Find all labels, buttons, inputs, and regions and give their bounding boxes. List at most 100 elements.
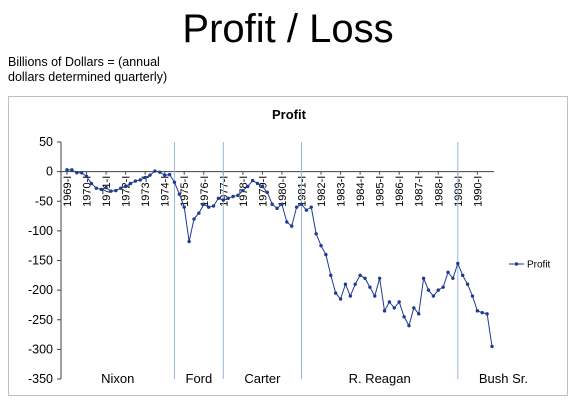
data-point: [172, 180, 177, 184]
data-point: [206, 205, 211, 209]
x-tick-label: 1990-I: [472, 176, 484, 207]
data-point: [231, 194, 235, 199]
data-point: [309, 205, 313, 209]
x-tick-label: 1973-I: [140, 176, 152, 207]
data-point: [94, 186, 99, 190]
subtitle-line-2: dollars determined quarterly): [8, 70, 168, 84]
data-point: [299, 202, 304, 206]
data-point: [109, 189, 113, 193]
data-point: [294, 205, 299, 209]
data-point: [329, 273, 333, 278]
data-point: [65, 168, 69, 172]
data-point: [446, 270, 450, 275]
data-point: [99, 187, 103, 192]
x-tick-label: 1977-I: [218, 176, 230, 207]
data-point: [456, 261, 460, 266]
legend-marker: [514, 262, 519, 266]
data-point: [460, 273, 465, 278]
data-point: [270, 202, 274, 206]
chart-subtitle: Billions of Dollars = (annual dollars de…: [8, 55, 208, 85]
x-tick-label: 1986-I: [394, 176, 406, 207]
data-point: [490, 344, 494, 349]
data-point: [246, 184, 250, 189]
data-point: [280, 202, 284, 206]
data-point: [373, 294, 377, 298]
data-point: [221, 198, 226, 202]
data-point: [123, 184, 128, 189]
data-point: [119, 186, 123, 190]
subtitle-line-1: Billions of Dollars = (annual: [8, 55, 160, 69]
president-label: Nixon: [101, 371, 134, 386]
y-tick-label: -200: [28, 283, 53, 297]
data-point: [226, 196, 230, 200]
data-point: [265, 190, 269, 195]
data-point: [436, 288, 440, 292]
data-point: [133, 179, 138, 183]
data-point: [255, 181, 260, 186]
data-point: [324, 252, 328, 257]
data-point: [465, 282, 470, 286]
data-point: [187, 239, 191, 244]
data-point: [451, 276, 455, 280]
data-point: [241, 188, 245, 193]
y-tick-label: -50: [35, 194, 53, 208]
data-point: [348, 294, 353, 298]
data-point: [353, 282, 357, 286]
data-point: [79, 171, 84, 175]
data-point: [236, 193, 240, 198]
data-point: [426, 288, 431, 292]
data-point: [250, 178, 255, 183]
x-tick-label: 1987-I: [414, 176, 426, 207]
president-label: Bush Sr.: [479, 371, 528, 386]
x-tick-label: 1972-I: [121, 176, 133, 207]
x-tick-label: 1985-I: [375, 176, 387, 207]
data-point: [216, 196, 221, 200]
x-tick-label: 1969-I: [62, 176, 74, 207]
x-tick-label: 1975-I: [179, 176, 191, 207]
data-point: [260, 184, 265, 189]
data-point: [202, 202, 206, 206]
data-point: [480, 310, 484, 315]
slide-title: Profit / Loss: [182, 7, 394, 51]
data-point: [211, 204, 216, 208]
profit-series-line: [67, 169, 493, 347]
president-label: Ford: [186, 371, 213, 386]
y-tick-label: 50: [39, 135, 53, 149]
president-label: R. Reagan: [349, 371, 411, 386]
data-point: [290, 224, 294, 228]
x-tick-label: 1981-I: [296, 176, 308, 207]
data-point: [275, 206, 279, 211]
x-tick-label: 1980-I: [277, 176, 289, 207]
y-tick-label: -100: [28, 224, 53, 238]
data-point: [128, 181, 133, 186]
x-tick-label: 1983-I: [336, 176, 348, 207]
chart-area: Profit 50 0 -50 -100 -150 -200 -250 -300 -350 1969…: [8, 96, 568, 396]
data-point: [470, 294, 475, 298]
x-tick-label: 1989-I: [453, 176, 465, 207]
data-point: [177, 192, 182, 196]
y-tick-label: -250: [28, 313, 53, 327]
data-point: [182, 205, 186, 209]
data-point: [143, 175, 147, 180]
x-tick-label: 1976-I: [199, 176, 211, 207]
data-point: [343, 282, 348, 286]
x-tick-label: 1974-I: [160, 176, 172, 207]
data-point: [402, 315, 406, 319]
profit-chart: Profit 50 0 -50 -100 -150 -200 -250 -300 -350 1969…: [28, 107, 551, 386]
data-point: [338, 297, 343, 301]
data-point: [431, 294, 436, 298]
data-point: [377, 276, 382, 280]
x-tick-label: 1982-I: [316, 176, 328, 207]
data-point: [475, 309, 480, 313]
data-point: [485, 312, 489, 316]
president-label: Carter: [244, 371, 281, 386]
data-point: [397, 300, 401, 304]
legend-label: Profit: [527, 260, 551, 271]
data-point: [314, 232, 318, 236]
data-point: [114, 188, 118, 193]
data-point: [304, 208, 309, 212]
data-point: [285, 220, 289, 224]
data-point: [333, 291, 338, 295]
y-tick-label: -150: [28, 254, 53, 268]
x-tick-label: 1979-I: [257, 176, 269, 207]
